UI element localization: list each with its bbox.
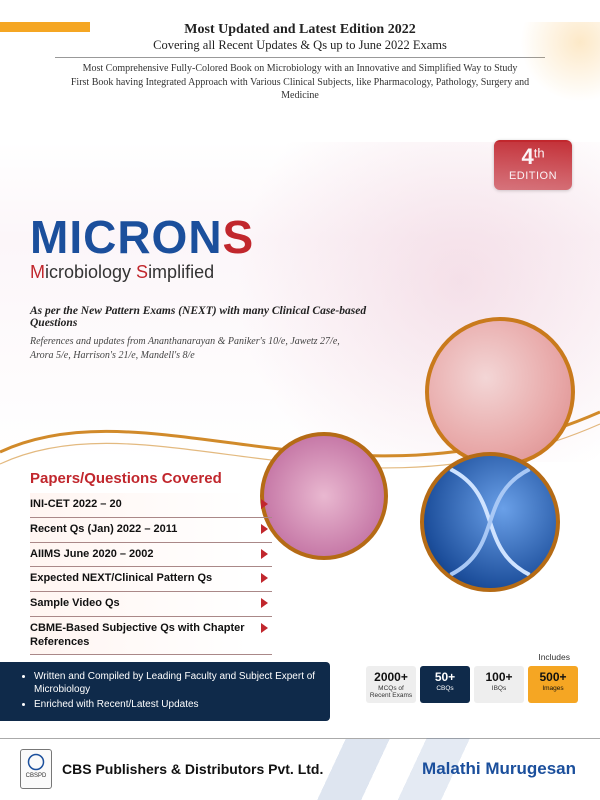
header-desc-2: First Book having Integrated Approach wi… bbox=[55, 76, 545, 103]
arrow-icon bbox=[261, 573, 268, 583]
highlights-band: Written and Compiled by Leading Faculty … bbox=[0, 662, 330, 721]
stats-row: 2000+MCQs of Recent Exams50+CBQs100+IBQs… bbox=[366, 666, 578, 703]
covering-line: Covering all Recent Updates & Qs up to J… bbox=[55, 38, 545, 58]
top-accent-bar bbox=[0, 22, 600, 32]
dna-helix-image bbox=[420, 452, 560, 592]
stat-label: IBQs bbox=[476, 685, 522, 692]
publisher-name: CBS Publishers & Distributors Pvt. Ltd. bbox=[62, 761, 323, 777]
subtitle-s: S bbox=[136, 262, 148, 282]
papers-block: Papers/Questions Covered INI-CET 2022 – … bbox=[30, 470, 272, 655]
stat-number: 100+ bbox=[476, 670, 522, 684]
stat-label: Images bbox=[530, 685, 576, 692]
includes-label: Includes bbox=[538, 652, 570, 662]
logo-text: CBSPD bbox=[21, 773, 51, 779]
arrow-icon bbox=[261, 524, 268, 534]
stat-box: 500+Images bbox=[528, 666, 578, 703]
stat-box: 2000+MCQs of Recent Exams bbox=[366, 666, 416, 703]
papers-title: Papers/Questions Covered bbox=[30, 470, 272, 487]
highlight-item: Written and Compiled by Leading Faculty … bbox=[34, 670, 318, 696]
stat-number: 2000+ bbox=[368, 670, 414, 684]
arrow-icon bbox=[261, 499, 268, 509]
publisher-logo: CBSPD bbox=[20, 749, 52, 789]
arrow-icon bbox=[261, 623, 268, 633]
highlight-item: Enriched with Recent/Latest Updates bbox=[34, 698, 318, 711]
stat-number: 50+ bbox=[422, 670, 468, 684]
book-subtitle: Microbiology Simplified bbox=[30, 262, 390, 283]
author-name: Malathi Murugesan bbox=[422, 759, 576, 779]
arrow-icon bbox=[261, 598, 268, 608]
arrow-icon bbox=[261, 549, 268, 559]
stat-label: MCQs of Recent Exams bbox=[368, 685, 414, 699]
header-block: Most Updated and Latest Edition 2022 Cov… bbox=[55, 22, 545, 103]
stat-box: 50+CBQs bbox=[420, 666, 470, 703]
footer: CBSPD CBS Publishers & Distributors Pvt.… bbox=[0, 738, 600, 800]
papers-list: INI-CET 2022 – 20Recent Qs (Jan) 2022 – … bbox=[30, 493, 272, 655]
subtitle-end: implified bbox=[148, 262, 214, 282]
highlights-list: Written and Compiled by Leading Faculty … bbox=[28, 670, 318, 711]
stat-number: 500+ bbox=[530, 670, 576, 684]
stat-label: CBQs bbox=[422, 685, 468, 692]
subtitle-mid: icrobiology bbox=[45, 262, 136, 282]
book-title: MICRONS bbox=[30, 210, 390, 264]
title-s: S bbox=[223, 211, 255, 263]
petri-dish-image bbox=[425, 317, 575, 467]
title-pre: MICRON bbox=[30, 211, 223, 263]
paper-row: AIIMS June 2020 – 2002 bbox=[30, 543, 272, 568]
paper-row: Expected NEXT/Clinical Pattern Qs bbox=[30, 567, 272, 592]
pattern-exams-line: As per the New Pattern Exams (NEXT) with… bbox=[30, 305, 390, 329]
header-desc-1: Most Comprehensive Fully-Colored Book on… bbox=[55, 62, 545, 76]
paper-row: INI-CET 2022 – 20 bbox=[30, 493, 272, 518]
title-block: MICRONS Microbiology Simplified As per t… bbox=[30, 210, 390, 362]
histology-image bbox=[260, 432, 388, 560]
stat-box: 100+IBQs bbox=[474, 666, 524, 703]
subtitle-m: M bbox=[30, 262, 45, 282]
paper-row: Sample Video Qs bbox=[30, 592, 272, 617]
paper-row: CBME-Based Subjective Qs with Chapter Re… bbox=[30, 617, 272, 656]
references-line: References and updates from Ananthanaray… bbox=[30, 335, 350, 362]
paper-row: Recent Qs (Jan) 2022 – 2011 bbox=[30, 518, 272, 543]
